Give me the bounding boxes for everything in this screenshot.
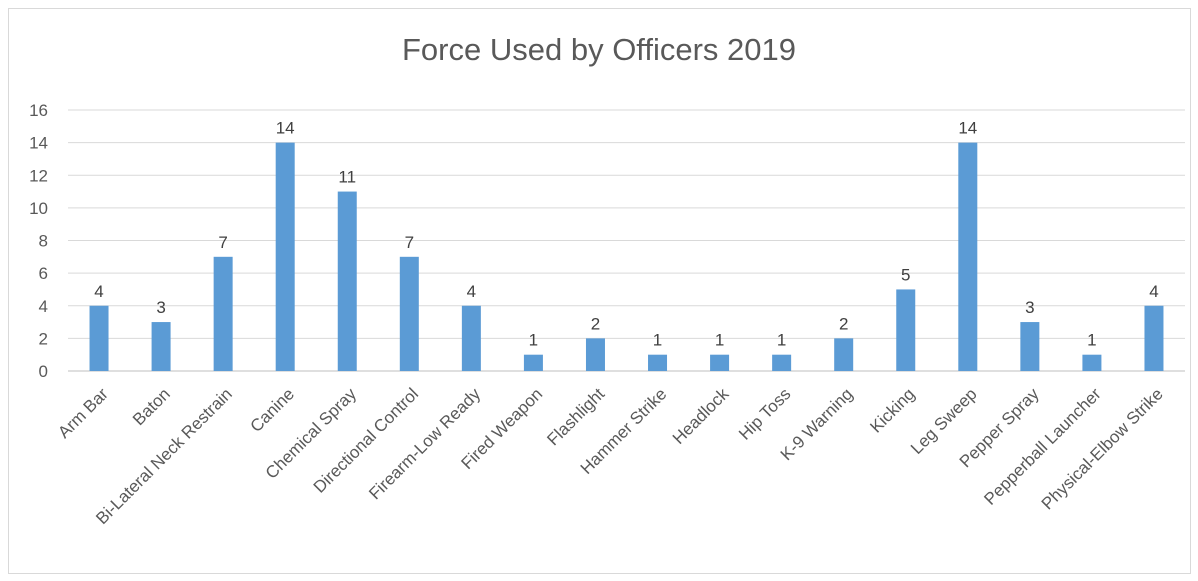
data-label: 1 — [1087, 331, 1096, 350]
y-tick-label: 6 — [39, 264, 48, 283]
bar — [1082, 354, 1102, 371]
bar — [710, 354, 730, 371]
data-label: 1 — [529, 331, 538, 350]
bar — [461, 305, 481, 371]
y-tick-label: 10 — [29, 199, 48, 218]
x-tick-label: Canine — [246, 384, 298, 436]
data-label: 1 — [777, 331, 786, 350]
y-axis-ticks: 0 2 4 6 8 10 12 14 16 — [29, 101, 48, 381]
y-tick-label: 16 — [29, 101, 48, 120]
data-label: 2 — [839, 314, 848, 333]
data-label: 4 — [467, 282, 476, 301]
x-tick-label: Kicking — [866, 384, 918, 436]
y-tick-label: 12 — [29, 166, 48, 185]
data-label: 14 — [276, 119, 295, 138]
data-label: 5 — [901, 265, 910, 284]
bar — [213, 256, 233, 371]
bar — [275, 142, 295, 371]
bars — [89, 142, 1164, 371]
y-tick-label: 8 — [39, 232, 48, 251]
data-label: 2 — [591, 314, 600, 333]
bar — [585, 338, 605, 371]
y-tick-label: 2 — [39, 329, 48, 348]
x-tick-label: Flashlight — [543, 384, 608, 449]
x-tick-label: Directional Control — [310, 384, 422, 496]
y-tick-label: 4 — [39, 297, 48, 316]
bar — [958, 142, 978, 371]
data-label: 4 — [94, 282, 103, 301]
x-tick-label: Firearm-Low Ready — [365, 384, 484, 503]
data-label: 3 — [1025, 298, 1034, 317]
x-tick-label: Pepperball Launcher — [980, 384, 1105, 509]
data-label: 1 — [653, 331, 662, 350]
x-tick-label: Physical-Elbow Strike — [1038, 384, 1167, 513]
y-tick-label: 14 — [29, 134, 48, 153]
bar — [337, 191, 357, 371]
bar — [1020, 322, 1040, 371]
bar — [648, 354, 668, 371]
gridlines — [68, 109, 1185, 372]
x-tick-label: Arm Bar — [54, 384, 112, 442]
x-tick-label: Hip Toss — [735, 384, 794, 443]
data-label: 14 — [958, 119, 977, 138]
data-label: 11 — [338, 168, 356, 187]
chart-frame — [8, 8, 1191, 574]
data-label: 1 — [715, 331, 724, 350]
bar — [523, 354, 543, 371]
y-tick-label: 0 — [39, 362, 48, 381]
bar — [399, 256, 419, 371]
data-label: 3 — [156, 298, 165, 317]
data-label: 7 — [405, 233, 414, 252]
bar — [1144, 305, 1164, 371]
bar — [834, 338, 854, 371]
chart-title: Force Used by Officers 2019 — [402, 32, 796, 67]
bar — [896, 289, 916, 371]
bar — [151, 322, 171, 371]
data-label: 7 — [218, 233, 227, 252]
bar — [89, 305, 109, 371]
data-label: 4 — [1149, 282, 1158, 301]
bar — [772, 354, 792, 371]
x-tick-label: Headlock — [669, 384, 733, 448]
x-tick-label: Baton — [129, 384, 174, 429]
